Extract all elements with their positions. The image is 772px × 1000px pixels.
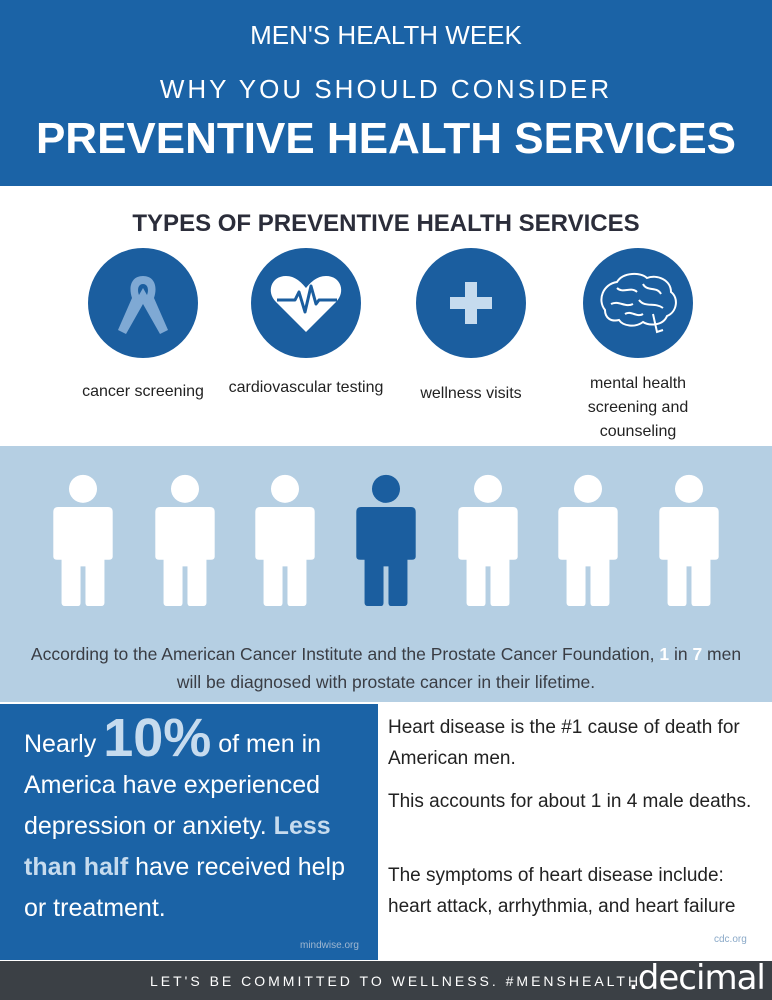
slogan: LET'S BE COMMITTED TO WELLNESS. #MENSHEA… (150, 973, 642, 989)
person-icon (458, 474, 518, 606)
plus-icon (416, 248, 526, 358)
person-icon-highlight (356, 474, 416, 606)
text: in (669, 644, 693, 664)
services-title: TYPES OF PREVENTIVE HEALTH SERVICES (132, 210, 640, 237)
statistic-band (0, 446, 772, 702)
text: have received help or treatment. (24, 853, 345, 922)
person-icon (659, 474, 719, 606)
brain-icon (583, 248, 693, 358)
title: PREVENTIVE HEALTH SERVICES (35, 114, 737, 163)
prostate-text: According to the American Cancer Institu… (30, 640, 742, 696)
highlight: 1 (659, 644, 670, 664)
text: Nearly (24, 730, 104, 758)
depression-text: Nearly 10% of men in America have experi… (24, 711, 374, 929)
service-label: cancer screening (82, 383, 204, 400)
person-icon (53, 474, 113, 606)
source: mindwise.org (300, 940, 359, 951)
highlight: 7 (692, 644, 703, 664)
highlight: Less than half (24, 812, 331, 881)
service-label: mental health screening and counseling (587, 375, 689, 440)
text: men will be diagnosed with prostate canc… (176, 644, 742, 692)
brand-logo: .decimal (628, 958, 766, 998)
kicker: MEN'S HEALTH WEEK (250, 20, 522, 50)
service-label: cardiovascular testing (228, 379, 384, 396)
heart-paragraph: This accounts for about 1 in 4 male deat… (388, 791, 752, 812)
heart-icon (251, 248, 361, 358)
heart-paragraph: Heart disease is the #1 cause of death f… (388, 717, 740, 769)
person-icon (558, 474, 618, 606)
source: cdc.org (714, 934, 747, 945)
service-label: wellness visits (420, 385, 522, 402)
text: According to the American Cancer Institu… (30, 644, 660, 664)
depression-panel (0, 704, 378, 960)
person-icon (155, 474, 215, 606)
text: of men in America have experienced depre… (24, 730, 322, 840)
heart-paragraph: The symptoms of heart disease include: h… (388, 865, 736, 917)
person-icon (255, 474, 315, 606)
subtitle: WHY YOU SHOULD CONSIDER (159, 74, 613, 104)
header: MEN'S HEALTH WEEK WHY YOU SHOULD CONSIDE… (0, 0, 772, 186)
highlight: 10% (103, 708, 212, 768)
ribbon-icon (88, 248, 198, 358)
footer (0, 961, 772, 1000)
